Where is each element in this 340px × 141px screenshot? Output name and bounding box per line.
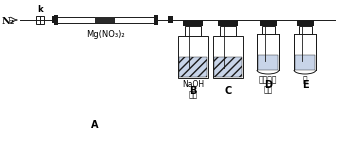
- Bar: [213, 36, 243, 78]
- Text: B: B: [189, 86, 197, 96]
- Bar: [185, 26, 201, 36]
- Text: k: k: [37, 5, 43, 14]
- Text: NaOH
溶液: NaOH 溶液: [182, 80, 204, 99]
- Bar: [178, 36, 208, 78]
- Text: 水: 水: [303, 75, 307, 84]
- Bar: [220, 26, 236, 36]
- Bar: [296, 20, 313, 26]
- Text: N₂: N₂: [2, 16, 15, 26]
- Text: 亚硫酸钠
溶液: 亚硫酸钠 溶液: [259, 75, 277, 94]
- Bar: [179, 57, 207, 77]
- Bar: [295, 55, 315, 70]
- Text: Mg(NO₃)₂: Mg(NO₃)₂: [86, 30, 124, 39]
- Text: A: A: [91, 120, 99, 130]
- Bar: [36, 16, 44, 24]
- Bar: [168, 16, 173, 23]
- Bar: [294, 35, 316, 70]
- Bar: [299, 26, 311, 34]
- Bar: [183, 20, 203, 26]
- Bar: [258, 55, 278, 70]
- Bar: [52, 16, 57, 23]
- Bar: [259, 20, 276, 26]
- Bar: [54, 15, 58, 25]
- Bar: [95, 17, 115, 23]
- Text: D: D: [264, 80, 272, 90]
- Text: C: C: [224, 86, 232, 96]
- Bar: [154, 15, 158, 25]
- Bar: [257, 35, 278, 70]
- Bar: [261, 26, 274, 34]
- Text: E: E: [302, 80, 308, 90]
- Bar: [218, 20, 238, 26]
- Bar: [214, 57, 242, 77]
